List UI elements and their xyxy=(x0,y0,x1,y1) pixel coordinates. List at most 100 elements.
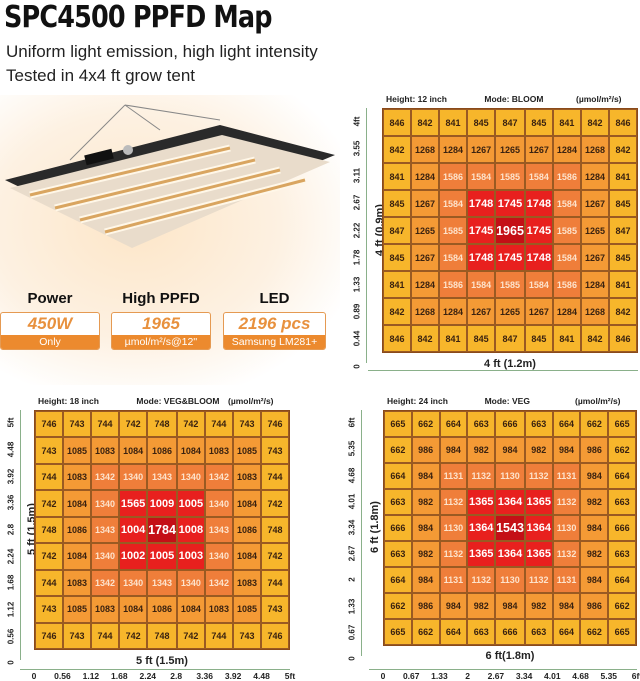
x-tick-label: 2 xyxy=(465,671,471,681)
x-tick-label: 3.34 xyxy=(515,671,533,681)
heatmap-cell: 1086 xyxy=(147,437,177,464)
y-tick-label: 0.56 xyxy=(6,628,16,644)
y-tick-label: 4.48 xyxy=(6,441,16,458)
heatmap-cell: 1086 xyxy=(232,516,261,544)
x-tick-label: 2.24 xyxy=(139,671,157,681)
y-tick-label: 2 xyxy=(347,577,357,583)
heatmap-cell: 1132 xyxy=(552,541,581,567)
heatmap-cell: 1586 xyxy=(552,163,581,190)
y-tick-label: 2.8 xyxy=(6,523,16,536)
heatmap-cell: 663 xyxy=(384,489,412,515)
x-tick-label: 0.56 xyxy=(54,671,71,681)
x-tick-label: 6ft xyxy=(631,671,640,681)
heatmap-cell: 1085 xyxy=(63,437,92,464)
heatmap-cell: 1340 xyxy=(176,569,205,597)
heatmap-cell: 982 xyxy=(580,489,609,515)
heatmap-cell: 1132 xyxy=(524,463,553,489)
heatmap-cell: 1284 xyxy=(552,136,581,163)
heatmap-cell: 744 xyxy=(35,463,64,491)
heatmap-cell: 743 xyxy=(35,437,64,464)
heatmap-cell: 982 xyxy=(467,593,496,619)
y-tick-label: 0.89 xyxy=(352,303,362,320)
heatmap-cell: 1342 xyxy=(204,463,233,491)
heatmap-cell: 1284 xyxy=(411,271,440,298)
map-unit-label: (µmol/m²/s) xyxy=(228,396,274,406)
heatmap-cell: 984 xyxy=(580,567,609,593)
heatmap-cell: 1084 xyxy=(176,437,205,464)
heatmap-cell: 1585 xyxy=(495,163,525,190)
heatmap-cell: 1584 xyxy=(467,163,496,190)
heatmap-cell: 1083 xyxy=(204,596,233,623)
heatmap-cell: 1267 xyxy=(524,136,553,163)
heatmap-cell: 986 xyxy=(411,593,440,619)
heatmap-cell: 742 xyxy=(35,543,64,570)
heatmap-cell: 742 xyxy=(260,543,289,570)
heatmap-cell: 845 xyxy=(608,190,637,217)
heatmap-cell: 1267 xyxy=(467,136,496,163)
heatmap-cell: 1340 xyxy=(204,490,233,517)
heatmap-cell: 742 xyxy=(119,622,148,649)
heatmap-cell: 1130 xyxy=(495,463,525,489)
heatmap-cell: 1083 xyxy=(204,437,233,464)
grow-light-image xyxy=(5,104,335,248)
heatmap-cell: 1342 xyxy=(204,569,233,597)
heatmap-cell: 742 xyxy=(176,622,205,649)
heatmap-cell: 1343 xyxy=(91,516,120,544)
heatmap-cell: 1284 xyxy=(439,136,468,163)
heatmap-cell: 1132 xyxy=(552,489,581,515)
map-mode-label: Mode: VEG&BLOOM xyxy=(136,396,220,406)
heatmap-cell: 846 xyxy=(383,109,412,136)
heatmap-cell: 743 xyxy=(63,622,92,649)
heatmap-cell: 742 xyxy=(35,490,64,517)
heatmap-cell: 664 xyxy=(384,463,412,489)
heatmap-cell: 1083 xyxy=(232,463,261,491)
heatmap-cell: 663 xyxy=(608,489,636,515)
x-axis-title: 4 ft (1.2m) xyxy=(484,358,536,370)
heatmap-cell: 663 xyxy=(467,411,496,437)
heatmap-cell: 1268 xyxy=(580,298,609,325)
heatmap-cell: 841 xyxy=(608,163,637,190)
heatmap-cell: 1340 xyxy=(176,463,205,491)
heatmap-cell: 984 xyxy=(411,515,440,541)
y-tick-label: 4ft xyxy=(352,116,362,126)
heatmap-cell: 666 xyxy=(384,515,412,541)
heatmap-cell: 662 xyxy=(608,593,636,619)
heatmap-cell: 1132 xyxy=(439,489,468,515)
heatmap-cell: 743 xyxy=(63,411,92,438)
spec-unit: µmol/m²/s@12'' xyxy=(112,335,210,349)
map-height-label: Height: 12 inch xyxy=(386,94,447,104)
x-tick-label: 3.92 xyxy=(224,671,242,681)
heatmap-cell: 1965 xyxy=(495,217,525,244)
y-tick-label: 0 xyxy=(347,656,357,661)
heatmap-cell: 842 xyxy=(411,325,440,352)
y-tick-label: 3.36 xyxy=(6,495,16,511)
heatmap-cell: 1086 xyxy=(63,516,92,544)
heatmap-cell: 1265 xyxy=(580,217,609,244)
heatmap-cell: 842 xyxy=(411,109,440,136)
heatmap-cell: 845 xyxy=(383,244,412,271)
y-tick-label: 3.34 xyxy=(347,519,357,536)
heatmap-cell: 1084 xyxy=(119,437,148,464)
heatmap-cell: 746 xyxy=(35,411,64,438)
heatmap-cell: 1267 xyxy=(580,190,609,217)
heatmap-cell: 744 xyxy=(91,622,120,649)
heatmap-cell: 847 xyxy=(495,109,525,136)
heatmap-cell: 744 xyxy=(204,411,233,438)
heatmap-cell: 982 xyxy=(411,541,440,567)
y-tick-label: 0.44 xyxy=(352,331,362,347)
heatmap-cell: 1585 xyxy=(552,217,581,244)
heatmap-cell: 846 xyxy=(383,325,412,352)
heatmap-cell: 1008 xyxy=(176,516,205,544)
heatmap-cell: 1565 xyxy=(119,490,148,517)
heatmap-cell: 845 xyxy=(467,109,496,136)
heatmap-cell: 748 xyxy=(260,516,289,544)
heatmap-cell: 1748 xyxy=(467,244,496,271)
heatmap-cell: 842 xyxy=(608,136,637,163)
heatmap-cell: 1268 xyxy=(411,136,440,163)
x-axis-line xyxy=(19,669,290,670)
heatmap-cell: 1267 xyxy=(411,244,440,271)
y-tick-label: 3.55 xyxy=(352,140,362,157)
heatmap-cell: 1265 xyxy=(411,217,440,244)
heatmap-cell: 664 xyxy=(608,567,636,593)
y-tick-label: 2.67 xyxy=(347,545,357,562)
